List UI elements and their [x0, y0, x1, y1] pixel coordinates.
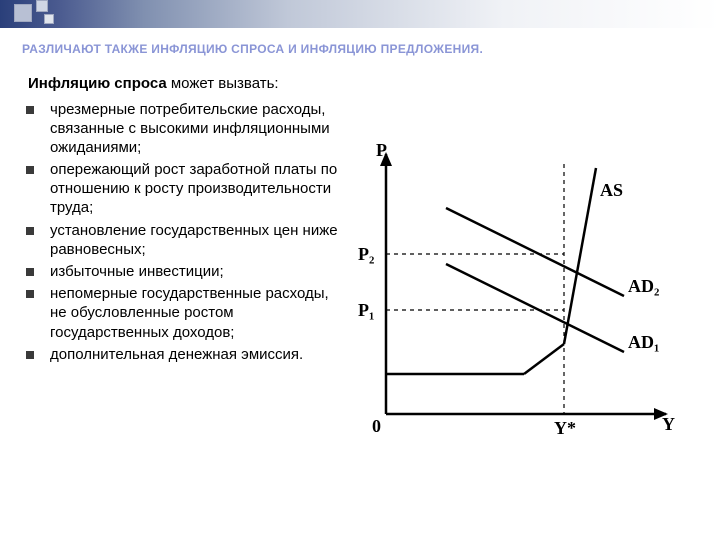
svg-text:AS: AS — [600, 180, 623, 200]
economics-chart: P Y 0 P₁ P₂ Y* AS AD₂ AD₁ — [346, 134, 686, 454]
bullet-marker-icon — [26, 268, 34, 276]
svg-text:Y: Y — [662, 414, 675, 434]
decoration-square — [44, 14, 54, 24]
bullet-text: опережающий рост заработной платы по отн… — [50, 160, 338, 218]
bullet-item: дополнительная денежная эмиссия. — [26, 345, 338, 364]
bullet-marker-icon — [26, 106, 34, 114]
intro-bold: Инфляцию спроса — [28, 75, 167, 92]
bullet-list: чрезмерные потребительские расходы, связ… — [22, 100, 338, 364]
bullet-text: непомерные государственные расходы, не о… — [50, 284, 338, 342]
bullet-marker-icon — [26, 290, 34, 298]
bullet-item: установление государственных цен ниже ра… — [26, 221, 338, 259]
bullet-marker-icon — [26, 227, 34, 235]
bullet-marker-icon — [26, 351, 34, 359]
intro-rest: может вызвать: — [167, 75, 279, 92]
bullet-item: непомерные государственные расходы, не о… — [26, 284, 338, 342]
slide-top-gradient — [0, 0, 720, 28]
bullet-item: опережающий рост заработной платы по отн… — [26, 160, 338, 218]
decoration-square — [14, 4, 32, 22]
bullet-item: чрезмерные потребительские расходы, связ… — [26, 100, 338, 158]
svg-text:P₁: P₁ — [358, 300, 374, 320]
bullet-text: избыточные инвестиции; — [50, 262, 224, 281]
svg-text:P₂: P₂ — [358, 244, 374, 264]
bullet-text: дополнительная денежная эмиссия. — [50, 345, 303, 364]
bullet-text: установление государственных цен ниже ра… — [50, 221, 338, 259]
svg-text:P: P — [376, 140, 387, 160]
svg-text:0: 0 — [372, 416, 381, 436]
slide-title: РАЗЛИЧАЮТ ТАКЖЕ ИНФЛЯЦИЮ СПРОСА И ИНФЛЯЦ… — [22, 42, 702, 56]
bullet-item: избыточные инвестиции; — [26, 262, 338, 281]
intro-text: Инфляцию спроса может вызвать: — [22, 74, 338, 94]
decoration-square — [36, 0, 48, 12]
svg-text:AD₁: AD₁ — [628, 332, 659, 352]
svg-text:Y*: Y* — [554, 418, 576, 438]
bullet-text: чрезмерные потребительские расходы, связ… — [50, 100, 338, 158]
bullet-marker-icon — [26, 166, 34, 174]
svg-text:AD₂: AD₂ — [628, 276, 659, 296]
